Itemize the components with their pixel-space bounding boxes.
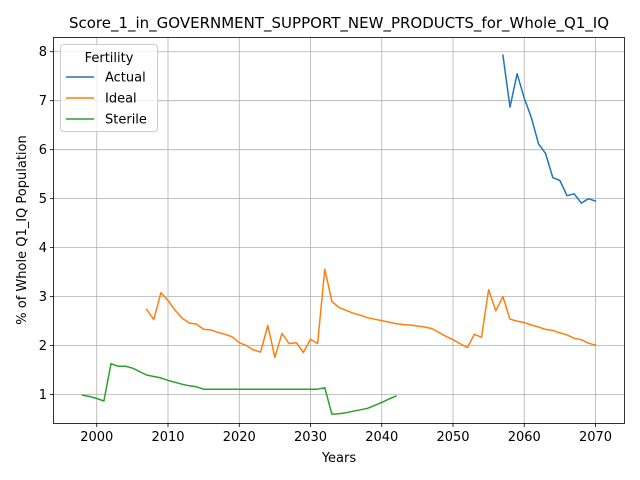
- axis-ticks: 2000 2010 2020 2030 2040 2050 2060 2070 1 2 3 4 5 6 7 8: [39, 45, 612, 445]
- x-axis-label: Years: [321, 451, 357, 466]
- series-line-ideal: [145, 268, 597, 359]
- x-tick-label: 2030: [294, 430, 327, 445]
- y-tick-label: 3: [39, 290, 47, 305]
- legend-label-sterile: Sterile: [105, 113, 147, 128]
- x-tick-label: 2070: [579, 430, 612, 445]
- x-tick-label: 2020: [223, 430, 256, 445]
- x-tick-label: 2000: [80, 430, 113, 445]
- legend: Fertility Actual Ideal Sterile: [60, 44, 158, 132]
- legend-items: Actual Ideal Sterile: [66, 71, 147, 128]
- x-tick-label: 2050: [436, 430, 469, 445]
- chart-title: Score_1_in_GOVERNMENT_SUPPORT_NEW_PRODUC…: [69, 14, 609, 33]
- y-tick-label: 2: [39, 339, 47, 354]
- y-tick-label: 5: [39, 192, 47, 207]
- x-tick-label: 2010: [151, 430, 184, 445]
- x-tick-label: 2040: [365, 430, 398, 445]
- y-tick-label: 6: [39, 143, 47, 158]
- series-line-sterile: [81, 362, 397, 415]
- y-axis-label: % of Whole Q1_IQ Population: [15, 135, 30, 324]
- y-tick-label: 7: [39, 94, 47, 109]
- y-tick-label: 4: [39, 241, 47, 256]
- grid: [54, 38, 624, 423]
- legend-title: Fertility: [85, 51, 134, 66]
- legend-label-ideal: Ideal: [105, 92, 137, 107]
- series-lines: [81, 54, 597, 415]
- x-tick-label: 2060: [508, 430, 541, 445]
- y-tick-label: 1: [39, 388, 47, 403]
- series-line-actual: [502, 54, 597, 204]
- legend-label-actual: Actual: [105, 71, 146, 86]
- plot-frame: [53, 37, 625, 424]
- legend-box: [60, 44, 158, 132]
- y-tick-label: 8: [39, 45, 47, 60]
